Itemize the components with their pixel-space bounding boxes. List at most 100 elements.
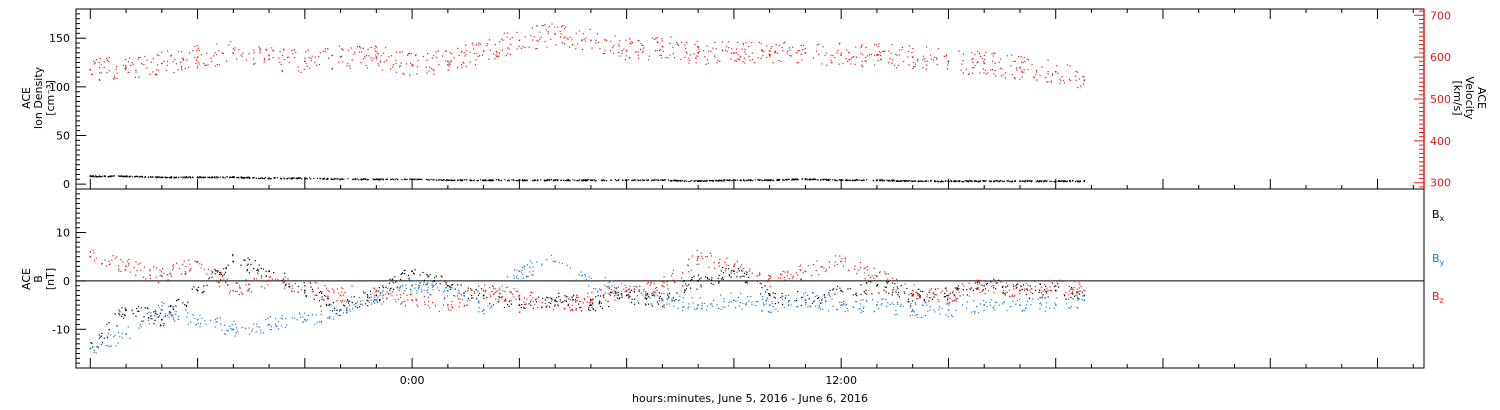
b-dot-by [703,302,706,304]
density-dot [1011,180,1013,182]
density-dot [976,180,978,182]
bottom-left-ylabel: ACE B [nT] [20,268,57,290]
b-dot-by [750,296,752,298]
b-dot-by [651,303,653,305]
b-dot-bz [930,288,932,290]
density-dot [280,178,283,180]
density-point [1019,180,1021,183]
b-dot-by [611,280,613,282]
b-dot-by [909,315,912,317]
b-dot-bx [356,307,359,309]
b-dot-bz [513,296,515,298]
b-dot-by [95,352,97,354]
density-dot [508,179,510,181]
density-dot [586,179,588,181]
b-dot-bx [524,307,526,309]
b-point-by [733,299,735,302]
b-dot-bx [422,271,424,274]
b-dot-bx [974,282,976,284]
density-dot [588,179,590,181]
velocity-dot [448,65,450,67]
velocity-dot [625,55,627,57]
b-dot-bz [201,264,203,266]
velocity-dot [925,68,927,70]
velocity-dot [494,44,496,46]
velocity-dot [916,60,919,62]
b-dot-bz [453,294,455,296]
b-dot-bz [698,263,700,265]
b-dot-by [311,314,314,316]
b-dot-by [168,316,170,319]
b-dot-bx [124,307,126,309]
b-dot-by [320,310,323,312]
b-dot-bx [651,292,653,295]
b-dot-bx [985,283,988,286]
density-dot [237,176,239,178]
density-dot [461,179,464,181]
b-dot-by [223,333,226,335]
b-dot-bz [551,298,553,301]
b-dot-bz [447,307,449,309]
velocity-dot [134,76,136,78]
velocity-dot [174,58,176,61]
b-dot-bz [951,300,954,302]
density-dot [714,179,717,182]
density-dot [436,179,438,181]
b-dot-by [615,294,617,296]
velocity-dot [94,62,96,64]
b-dot-by [461,299,464,301]
velocity-dot [578,30,580,32]
b-dot-bx [738,270,740,272]
b-dot-bx [170,305,172,308]
density-dot [1063,180,1065,182]
b-dot-by [415,283,417,286]
b-dot-by [96,346,98,348]
density-dot [882,179,884,181]
velocity-dot [473,52,475,55]
density-dot [722,179,725,181]
b-dot-by [761,310,763,312]
b-point-bz [1019,289,1021,292]
b-dot-bz [351,285,353,287]
y2-tick-label: 600 [1430,51,1451,64]
density-dot [416,179,418,181]
b-dot-by [172,314,174,316]
b-dot-bx [303,282,305,284]
b-dot-bx [823,294,825,296]
b-dot-bx [250,264,252,266]
b-dot-by [274,318,277,320]
b-dot-by [914,314,917,316]
b-dot-bx [326,304,328,307]
b-dot-by [763,304,765,306]
density-dot [825,178,827,181]
velocity-dot [977,50,979,53]
density-dot [793,178,796,180]
b-dot-bx [91,342,93,345]
b-dot-by [856,301,858,303]
velocity-dot [200,54,203,56]
b-dot-by [229,325,231,327]
density-dot [585,179,587,181]
b-dot-bx [353,296,355,298]
b-dot-bx [1038,291,1040,294]
b-dot-by [532,266,534,268]
b-dot-bz [866,269,868,271]
velocity-dot [698,48,700,51]
x-tick-label: 0:00 [400,374,425,387]
velocity-dot [108,70,110,72]
b-dot-bz [599,289,602,291]
velocity-dot [1063,80,1065,82]
b-dot-by [97,346,99,348]
velocity-dot [402,72,404,74]
b-dot-by [737,296,740,298]
b-dot-by [140,326,142,328]
velocity-dot [182,58,185,60]
density-dot [724,179,726,181]
b-dot-by [607,286,610,288]
velocity-dot [447,69,449,71]
b-dot-bz [166,274,168,276]
b-dot-bz [407,299,409,301]
b-dot-bx [1031,288,1033,290]
b-dot-bz [828,266,830,268]
b-dot-bx [658,292,660,294]
